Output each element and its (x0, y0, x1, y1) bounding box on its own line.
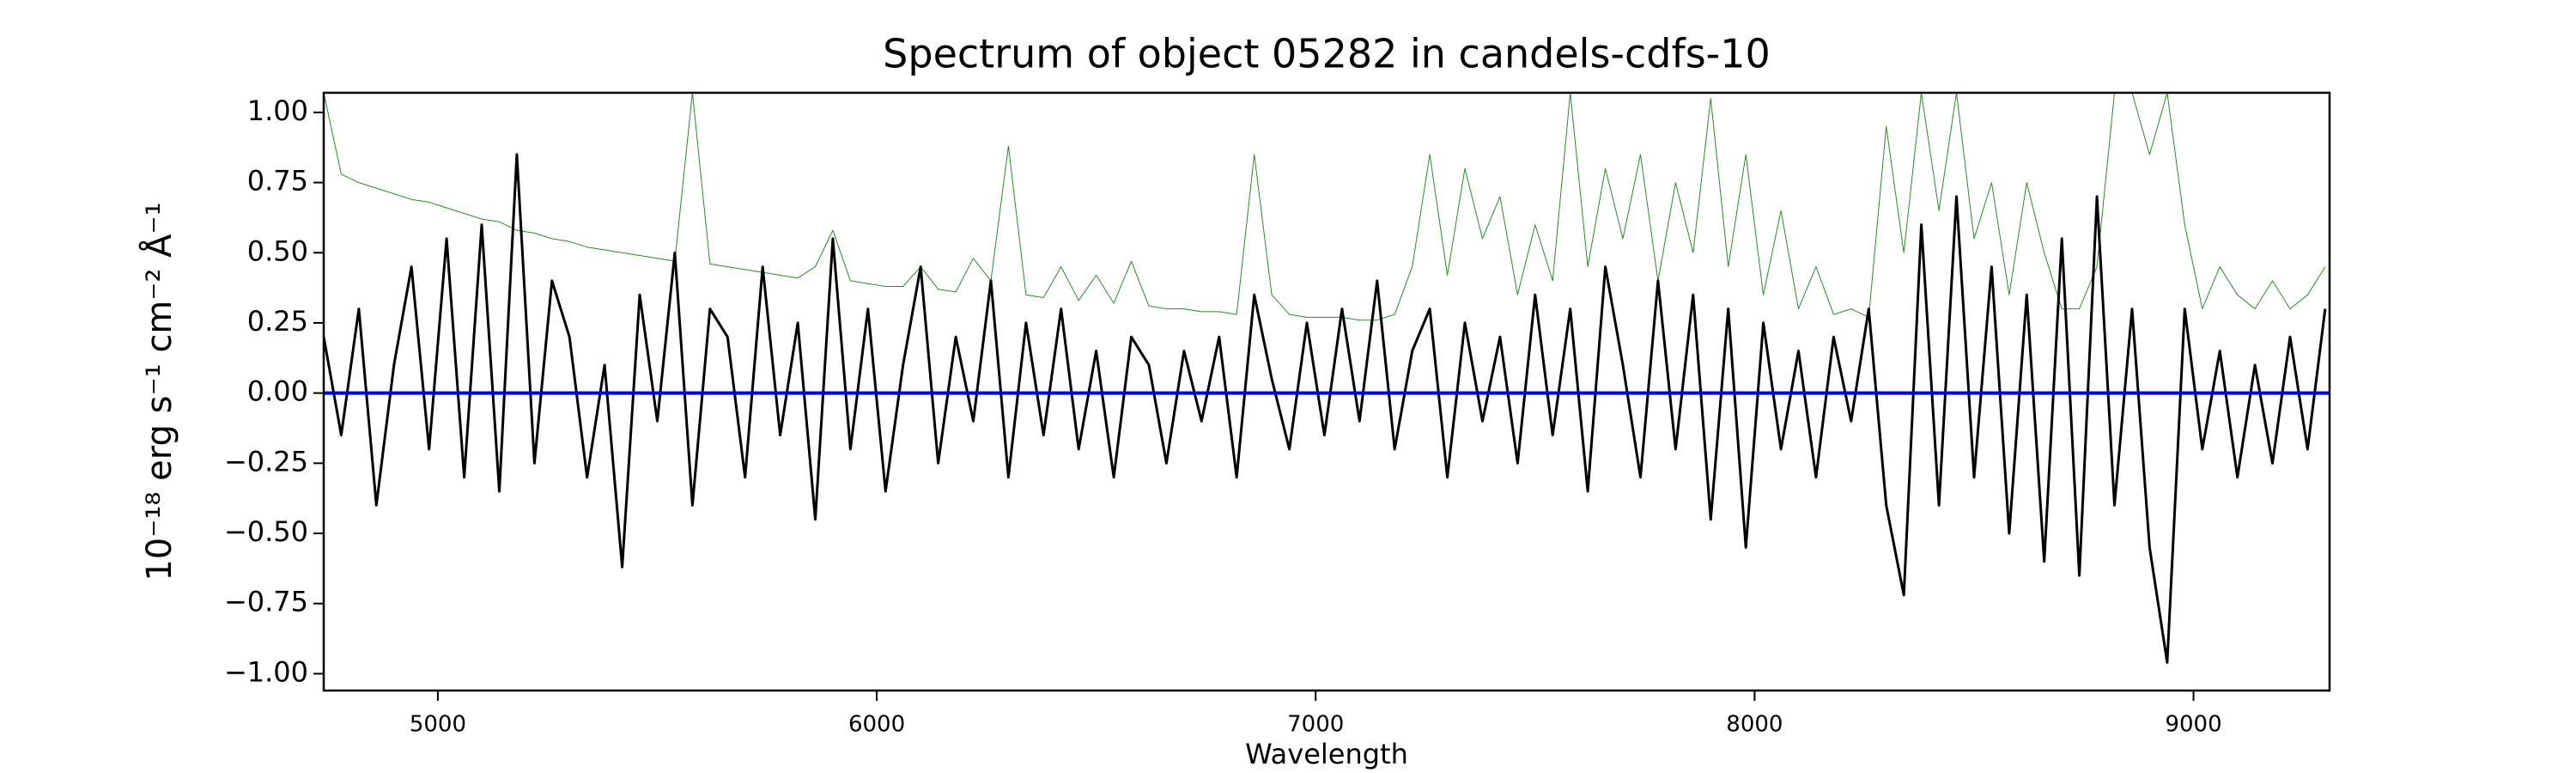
y-tick-label: −1.00 (224, 655, 308, 688)
y-tick-label: −0.75 (224, 586, 308, 618)
y-tick-label: 0.00 (247, 375, 308, 408)
plot-lines (324, 93, 2330, 664)
plot-frame (322, 91, 2331, 692)
spectrum-line (324, 93, 2326, 321)
x-tick-label: 8000 (1726, 712, 1783, 738)
y-axis-label: 10⁻¹⁸ erg s⁻¹ cm⁻² Å⁻¹ (138, 202, 179, 581)
y-tick-label: 1.00 (247, 94, 308, 127)
x-tick-label: 7000 (1287, 712, 1344, 738)
x-tick-label: 6000 (848, 712, 905, 738)
spectrum-line (324, 153, 2327, 664)
y-tick-label: 0.75 (247, 165, 308, 198)
y-tick-label: 0.50 (247, 234, 308, 267)
y-tick-label: 0.25 (247, 305, 308, 338)
chart-title: Spectrum of object 05282 in candels-cdfs… (883, 31, 1771, 77)
x-axis-label: Wavelength (1245, 738, 1408, 770)
y-tick-label: −0.25 (224, 445, 308, 478)
y-tick-label: −0.50 (224, 515, 308, 548)
x-tick-label: 9000 (2165, 712, 2221, 738)
x-tick-label: 5000 (410, 712, 466, 738)
